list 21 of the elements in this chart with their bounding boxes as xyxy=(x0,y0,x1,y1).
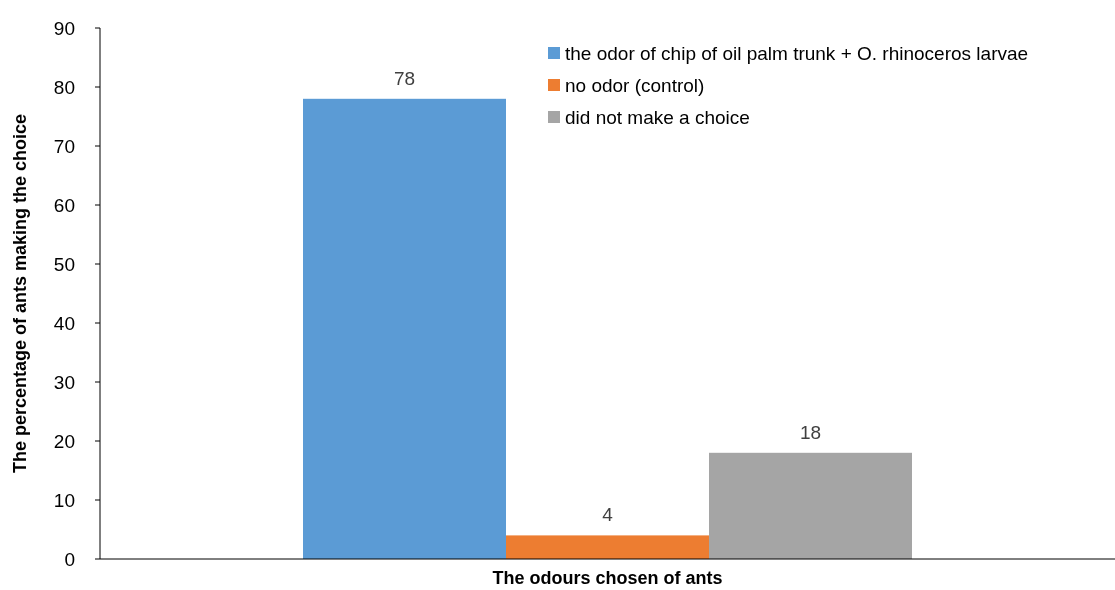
y-axis-title: The percentage of ants making the choice xyxy=(10,113,30,474)
legend-label: the odor of chip of oil palm trunk + O. rhinoceros larvae xyxy=(565,42,1029,64)
y-tick-label: 60 xyxy=(53,194,75,216)
data-label: 18 xyxy=(799,421,822,443)
y-tick-label: 50 xyxy=(53,253,75,275)
data-label: 4 xyxy=(602,504,614,526)
bar xyxy=(709,452,912,559)
bar xyxy=(303,98,506,559)
y-tick-label: 0 xyxy=(64,548,75,570)
y-tick-label: 10 xyxy=(53,489,75,511)
y-tick-label: 40 xyxy=(53,312,75,334)
data-label: 78 xyxy=(393,67,416,89)
x-axis-title: The odours chosen of ants xyxy=(492,568,723,588)
legend-label: no odor (control) xyxy=(565,74,705,96)
y-tick-label: 20 xyxy=(53,430,75,452)
bar xyxy=(506,535,709,559)
y-tick-label: 80 xyxy=(53,76,75,98)
y-tick-label: 90 xyxy=(53,17,75,39)
y-tick-label: 30 xyxy=(53,371,75,393)
y-tick-label: 70 xyxy=(53,135,75,157)
legend-label: did not make a choice xyxy=(565,106,750,128)
